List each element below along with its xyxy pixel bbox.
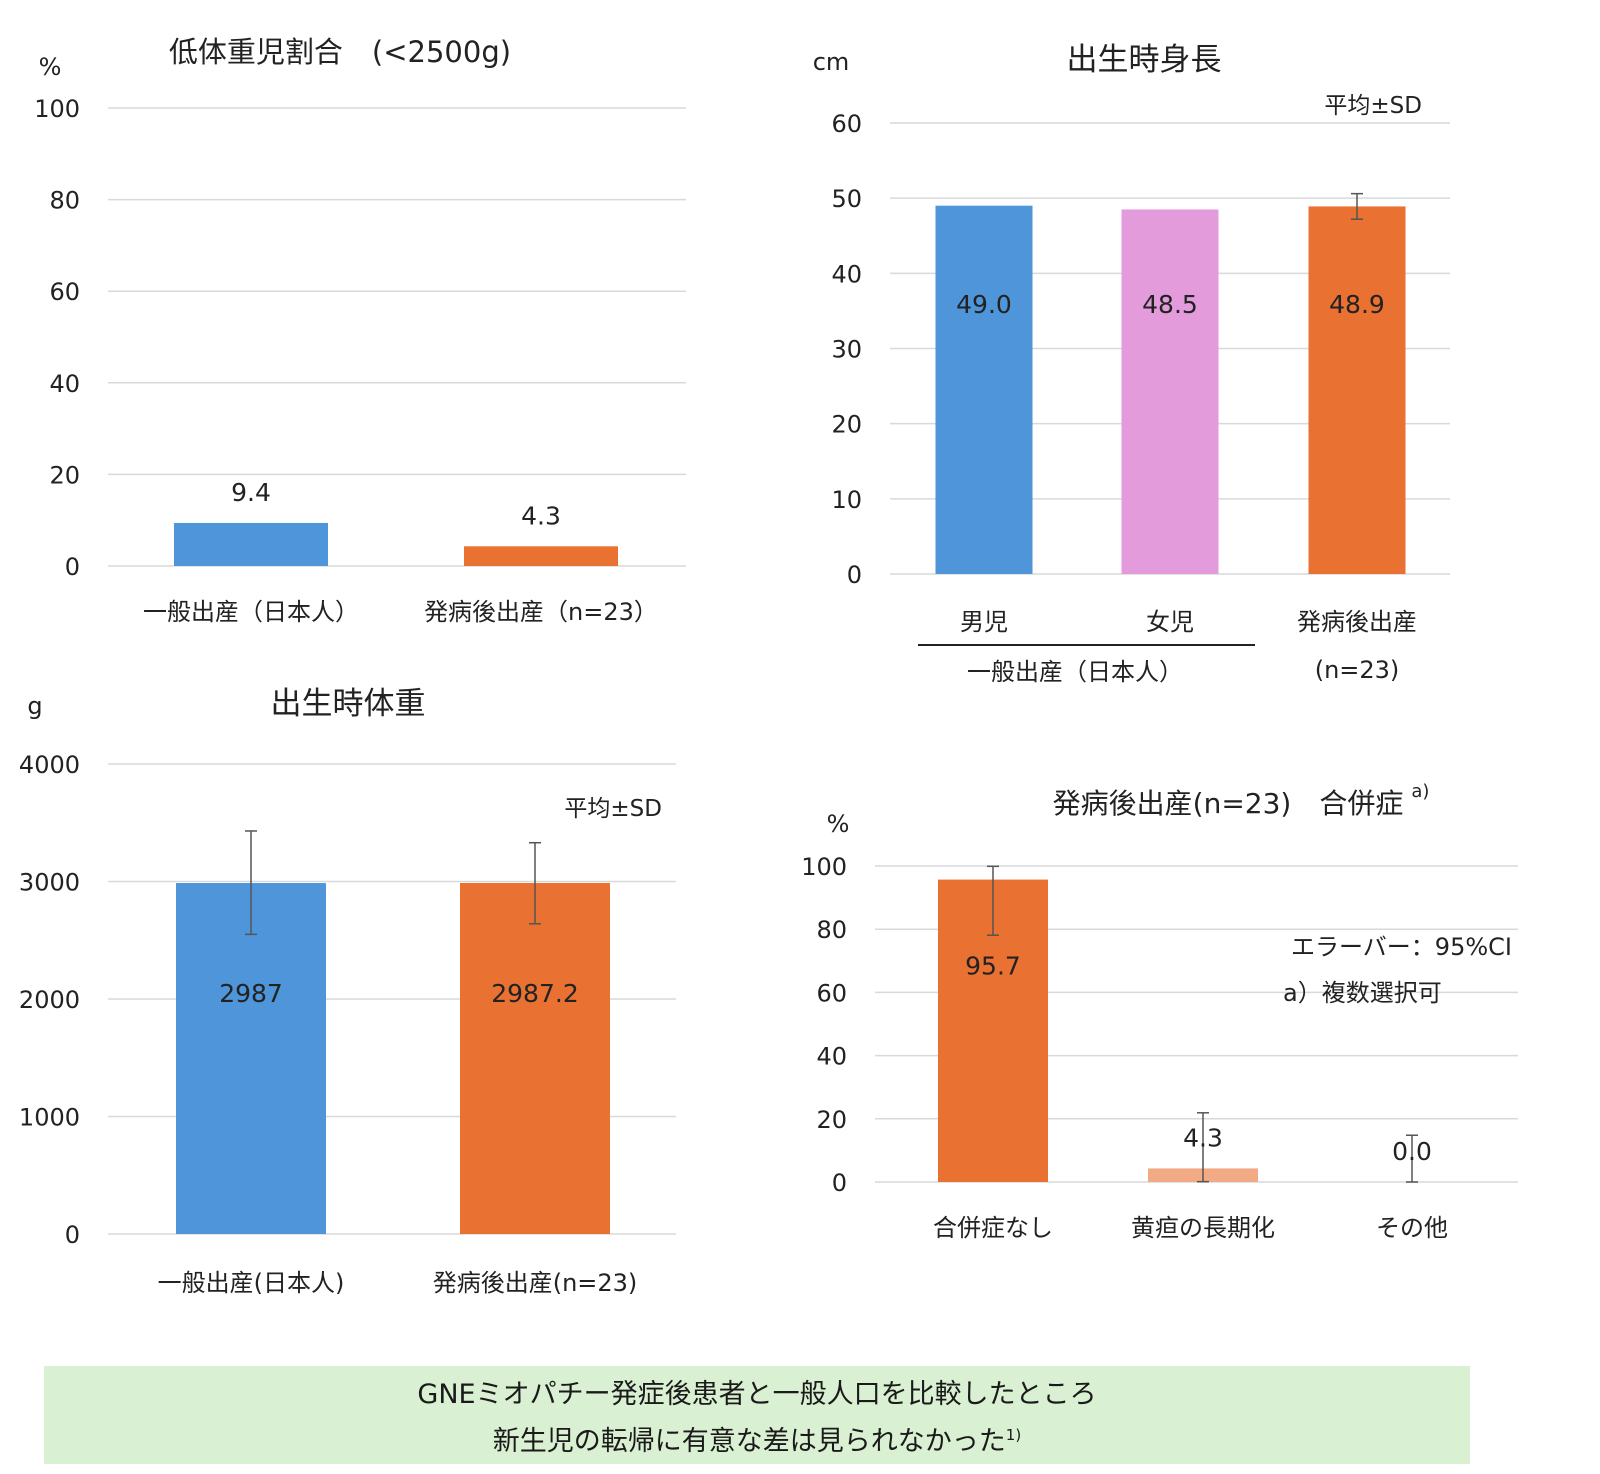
summary-line-2-text: 新生児の転帰に有意な差は見られなかった xyxy=(492,1426,1006,1457)
chart1-data-label: 4.3 xyxy=(521,501,561,530)
chart3-data-label: 2987 xyxy=(219,979,283,1008)
chart2-title: 出生時身長 xyxy=(1067,42,1222,78)
chart1-bar xyxy=(174,522,328,566)
chart4-title: 発病後出産(n=23) 合併症 xyxy=(1053,787,1404,820)
chart4-y-tick-label: 60 xyxy=(816,979,847,1007)
chart3-x-tick-label: 発病後出産(n=23) xyxy=(433,1269,638,1297)
chart4-side-note: エラーバー：95%CI xyxy=(1291,933,1512,961)
chart4-data-label: 4.3 xyxy=(1183,1123,1223,1152)
figure: % 低体重児割合 (<2500g)0204060801009.4一般出産（日本人）… xyxy=(19,35,1518,1297)
chart4-x-tick-label: 黄疸の長期化 xyxy=(1131,1214,1275,1242)
chart2-data-label: 48.9 xyxy=(1329,290,1385,319)
chart2-data-label: 49.0 xyxy=(956,290,1012,319)
chart1-data-label: 9.4 xyxy=(231,478,271,507)
chart1-unit-label: % xyxy=(39,53,62,81)
summary-line-2: 新生児の転帰に有意な差は見られなかった1) xyxy=(44,1415,1470,1462)
summary-reference: 1) xyxy=(1005,1426,1022,1444)
chart2-y-tick-label: 60 xyxy=(831,110,862,138)
chart1-y-tick-label: 40 xyxy=(49,370,80,398)
chart2-unit-label: cm xyxy=(813,48,850,76)
chart3-bar xyxy=(176,883,326,1234)
chart4-y-tick-label: 40 xyxy=(816,1043,847,1071)
chart1-y-tick-label: 80 xyxy=(49,187,80,215)
chart2-x-tick-label: 女児 xyxy=(1146,608,1194,636)
chart1-y-tick-label: 20 xyxy=(49,461,80,489)
chart3-y-tick-label: 2000 xyxy=(19,986,80,1014)
chart2-bar xyxy=(1308,206,1406,574)
chart1-title: 低体重児割合 (<2500g) xyxy=(169,35,511,69)
chart4-title-superscript: a) xyxy=(1411,781,1429,802)
chart2-note: 平均±SD xyxy=(1324,93,1422,119)
chart2-y-tick-label: 40 xyxy=(831,260,862,288)
chart1-y-tick-label: 0 xyxy=(65,553,80,581)
chart2-y-tick-label: 30 xyxy=(831,336,862,364)
chart2-y-tick-label: 10 xyxy=(831,486,862,514)
chart1-y-tick-label: 60 xyxy=(49,278,80,306)
chart1-x-tick-label: 発病後出産（n=23） xyxy=(424,598,658,626)
chart4-x-tick-label: その他 xyxy=(1376,1214,1448,1242)
chart3-title: 出生時体重 xyxy=(271,686,426,722)
chart4-y-tick-label: 80 xyxy=(816,916,847,944)
chart3-y-tick-label: 0 xyxy=(65,1221,80,1249)
chart4-side-note: a）複数選択可 xyxy=(1283,979,1442,1007)
chart4-unit-label: % xyxy=(827,810,850,838)
chart3-y-tick-label: 4000 xyxy=(19,751,80,779)
chart3-data-label: 2987.2 xyxy=(491,979,578,1008)
chart4-data-label: 0.0 xyxy=(1392,1137,1432,1166)
chart2-y-tick-label: 50 xyxy=(831,185,862,213)
chart2-group-label: 一般出産（日本人） xyxy=(967,658,1183,686)
chart2-y-tick-label: 20 xyxy=(831,411,862,439)
chart3-y-tick-label: 3000 xyxy=(19,869,80,897)
chart2-data-label: 48.5 xyxy=(1142,290,1198,319)
chart3-y-tick-label: 1000 xyxy=(19,1104,80,1132)
chart4-data-label: 95.7 xyxy=(965,952,1021,981)
chart1-bar xyxy=(464,546,618,566)
chart2-y-tick-label: 0 xyxy=(847,561,862,589)
chart4-y-tick-label: 20 xyxy=(816,1106,847,1134)
chart2-bar xyxy=(935,205,1033,574)
chart2-x-tick-label: 男児 xyxy=(960,608,1008,636)
chart4-x-tick-label: 合併症なし xyxy=(933,1214,1053,1242)
chart3-note: 平均±SD xyxy=(564,796,662,822)
chart4-y-tick-label: 100 xyxy=(801,853,847,881)
chart1-x-tick-label: 一般出産（日本人） xyxy=(143,598,359,626)
chart2-x-tick-sublabel: (n=23) xyxy=(1315,656,1400,684)
summary-box: GNEミオパチー発症後患者と一般人口を比較したところ 新生児の転帰に有意な差は見… xyxy=(44,1366,1470,1464)
chart3-x-tick-label: 一般出産(日本人) xyxy=(158,1269,345,1297)
summary-line-1: GNEミオパチー発症後患者と一般人口を比較したところ xyxy=(417,1379,1097,1410)
chart3-bar xyxy=(460,883,610,1234)
chart1-y-tick-label: 100 xyxy=(34,95,80,123)
chart2-bar xyxy=(1121,209,1219,575)
chart3-unit-label: g xyxy=(27,692,42,720)
chart2-x-tick-label: 発病後出産 xyxy=(1297,608,1417,636)
chart4-y-tick-label: 0 xyxy=(832,1169,847,1197)
